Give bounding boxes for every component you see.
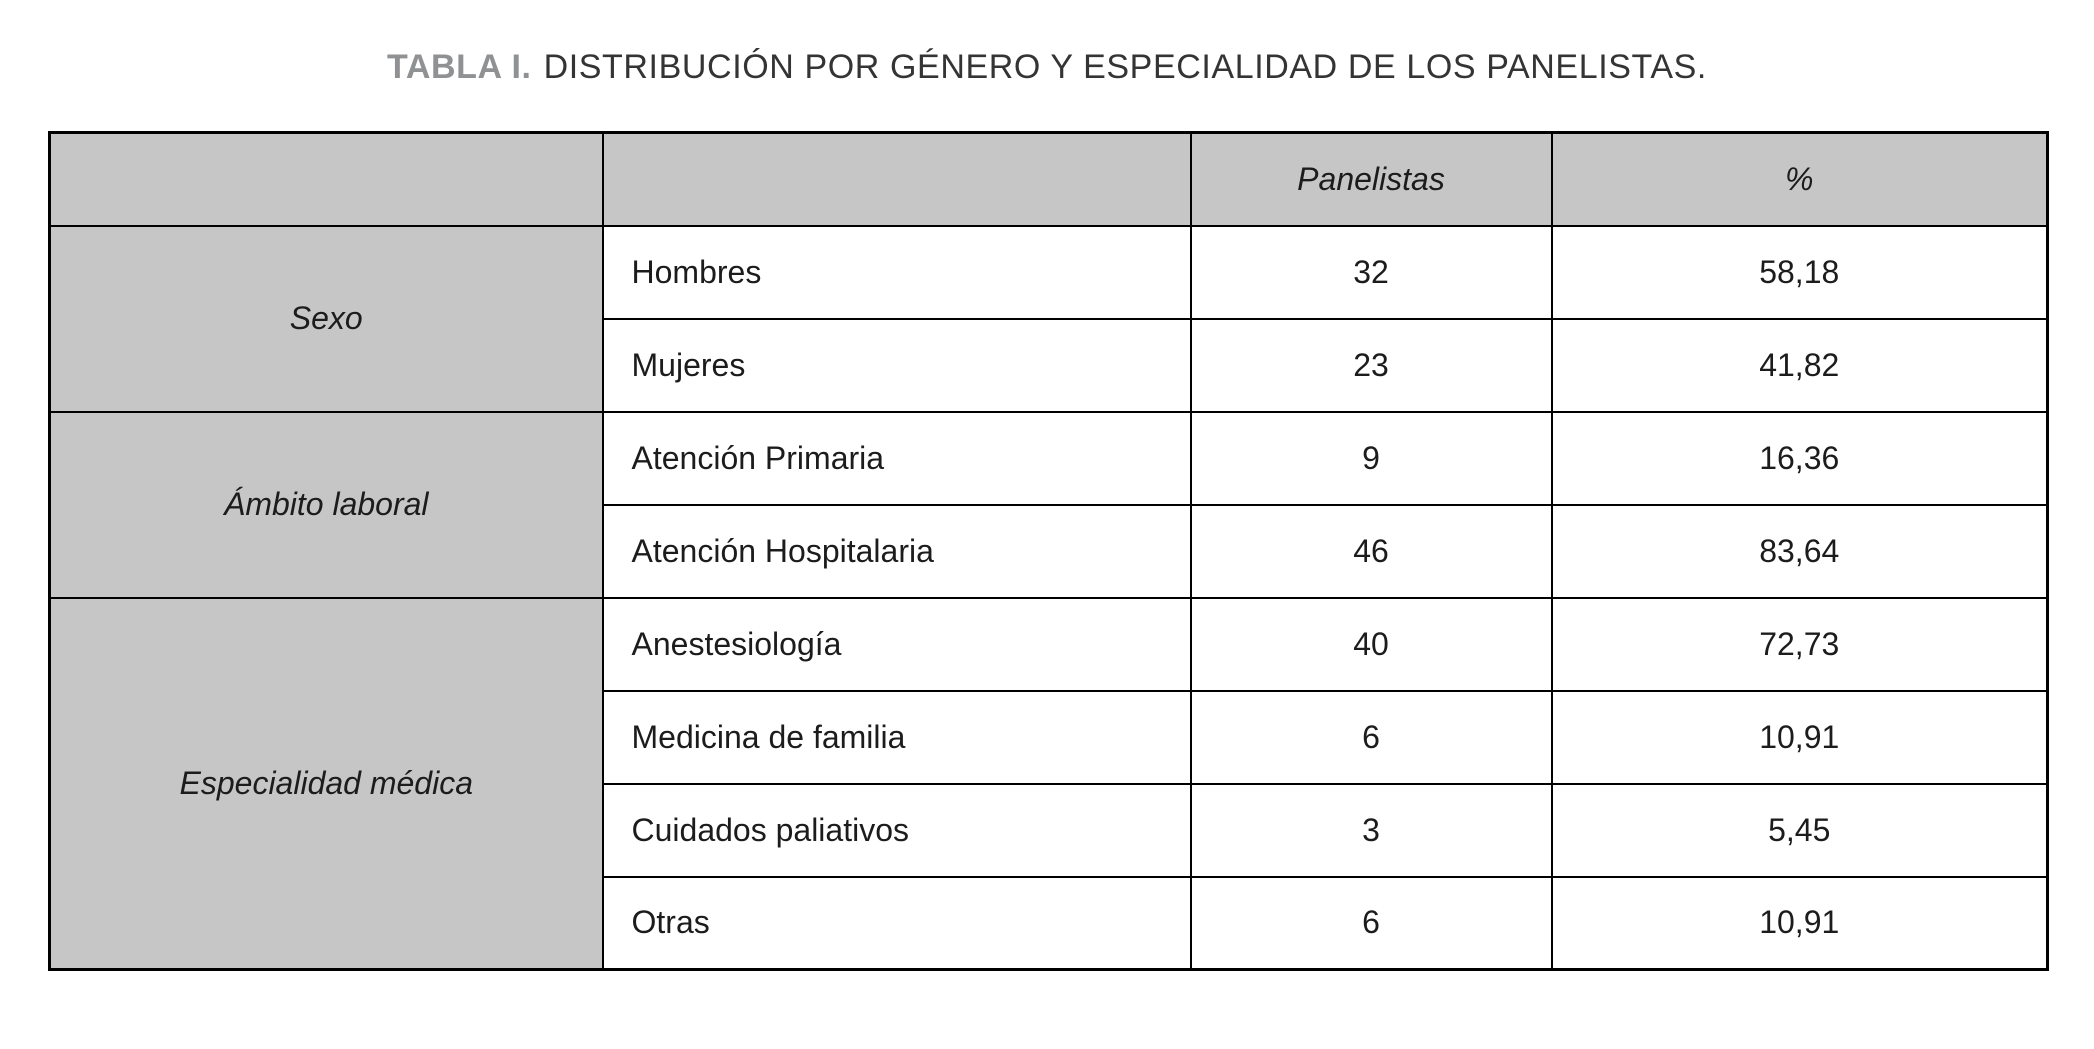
header-percent: % xyxy=(1550,131,2049,227)
group-label: Sexo xyxy=(48,224,604,413)
table-header-row: Panelistas % xyxy=(48,131,2049,227)
table-row: Especialidad médica Anestesiología 40 72,73 xyxy=(48,596,2049,971)
group-label: Especialidad médica xyxy=(48,596,604,971)
header-panelistas: Panelistas xyxy=(1189,131,1553,227)
table-row: Medicina de familia 6 10,91 xyxy=(50,689,2049,785)
panelistas-value-cell: 40 xyxy=(1189,596,1553,692)
percent-value-cell: 83,64 xyxy=(1550,503,2049,599)
table-row: Atención Hospitalaria 46 83,64 xyxy=(50,503,2049,599)
panelistas-value-cell: 23 xyxy=(1189,317,1553,413)
category-cell: Atención Primaria xyxy=(601,410,1192,506)
percent-value-cell: 10,91 xyxy=(1550,875,2049,971)
percent-value-cell: 58,18 xyxy=(1550,224,2049,320)
category-cell: Mujeres xyxy=(601,317,1192,413)
percent-value-cell: 41,82 xyxy=(1550,317,2049,413)
header-empty-category xyxy=(601,131,1192,227)
percent-value-cell: 5,45 xyxy=(1550,782,2049,878)
percent-value-cell: 10,91 xyxy=(1550,689,2049,785)
distribution-table: Panelistas % Sexo Hombres 32 58,18 Mujeres 23… xyxy=(48,131,2049,971)
category-cell: Otras xyxy=(601,875,1192,971)
percent-value-cell: 16,36 xyxy=(1550,410,2049,506)
page: TABLA I. DISTRIBUCIÓN POR GÉNERO Y ESPECI… xyxy=(0,48,2094,971)
category-cell: Hombres xyxy=(601,224,1192,320)
panelistas-value-cell: 6 xyxy=(1189,689,1553,785)
group-label: Ámbito laboral xyxy=(48,410,604,599)
category-cell: Medicina de familia xyxy=(601,689,1192,785)
panelistas-value-cell: 32 xyxy=(1189,224,1553,320)
panelistas-value-cell: 9 xyxy=(1189,410,1553,506)
percent-value-cell: 72,73 xyxy=(1550,596,2049,692)
table-caption-label: TABLA I. xyxy=(387,48,532,86)
table-row: Sexo Hombres 32 58,18 xyxy=(48,224,2049,413)
table-row: Mujeres 23 41,82 xyxy=(50,317,2049,413)
panelistas-value-cell: 6 xyxy=(1189,875,1553,971)
table-row: Ámbito laboral Atención Primaria 9 16,36 xyxy=(48,410,2049,599)
table-row: Otras 6 10,91 xyxy=(50,875,2049,971)
header-empty-group xyxy=(48,131,604,227)
category-cell: Cuidados paliativos xyxy=(601,782,1192,878)
panelistas-value-cell: 46 xyxy=(1189,503,1553,599)
table-row: Cuidados paliativos 3 5,45 xyxy=(50,782,2049,878)
table-caption-text: DISTRIBUCIÓN POR GÉNERO Y ESPECIALIDAD D… xyxy=(543,48,1707,86)
category-cell: Atención Hospitalaria xyxy=(601,503,1192,599)
panelistas-value-cell: 3 xyxy=(1189,782,1553,878)
table-caption: TABLA I. DISTRIBUCIÓN POR GÉNERO Y ESPECI… xyxy=(0,48,2094,87)
category-cell: Anestesiología xyxy=(601,596,1192,692)
